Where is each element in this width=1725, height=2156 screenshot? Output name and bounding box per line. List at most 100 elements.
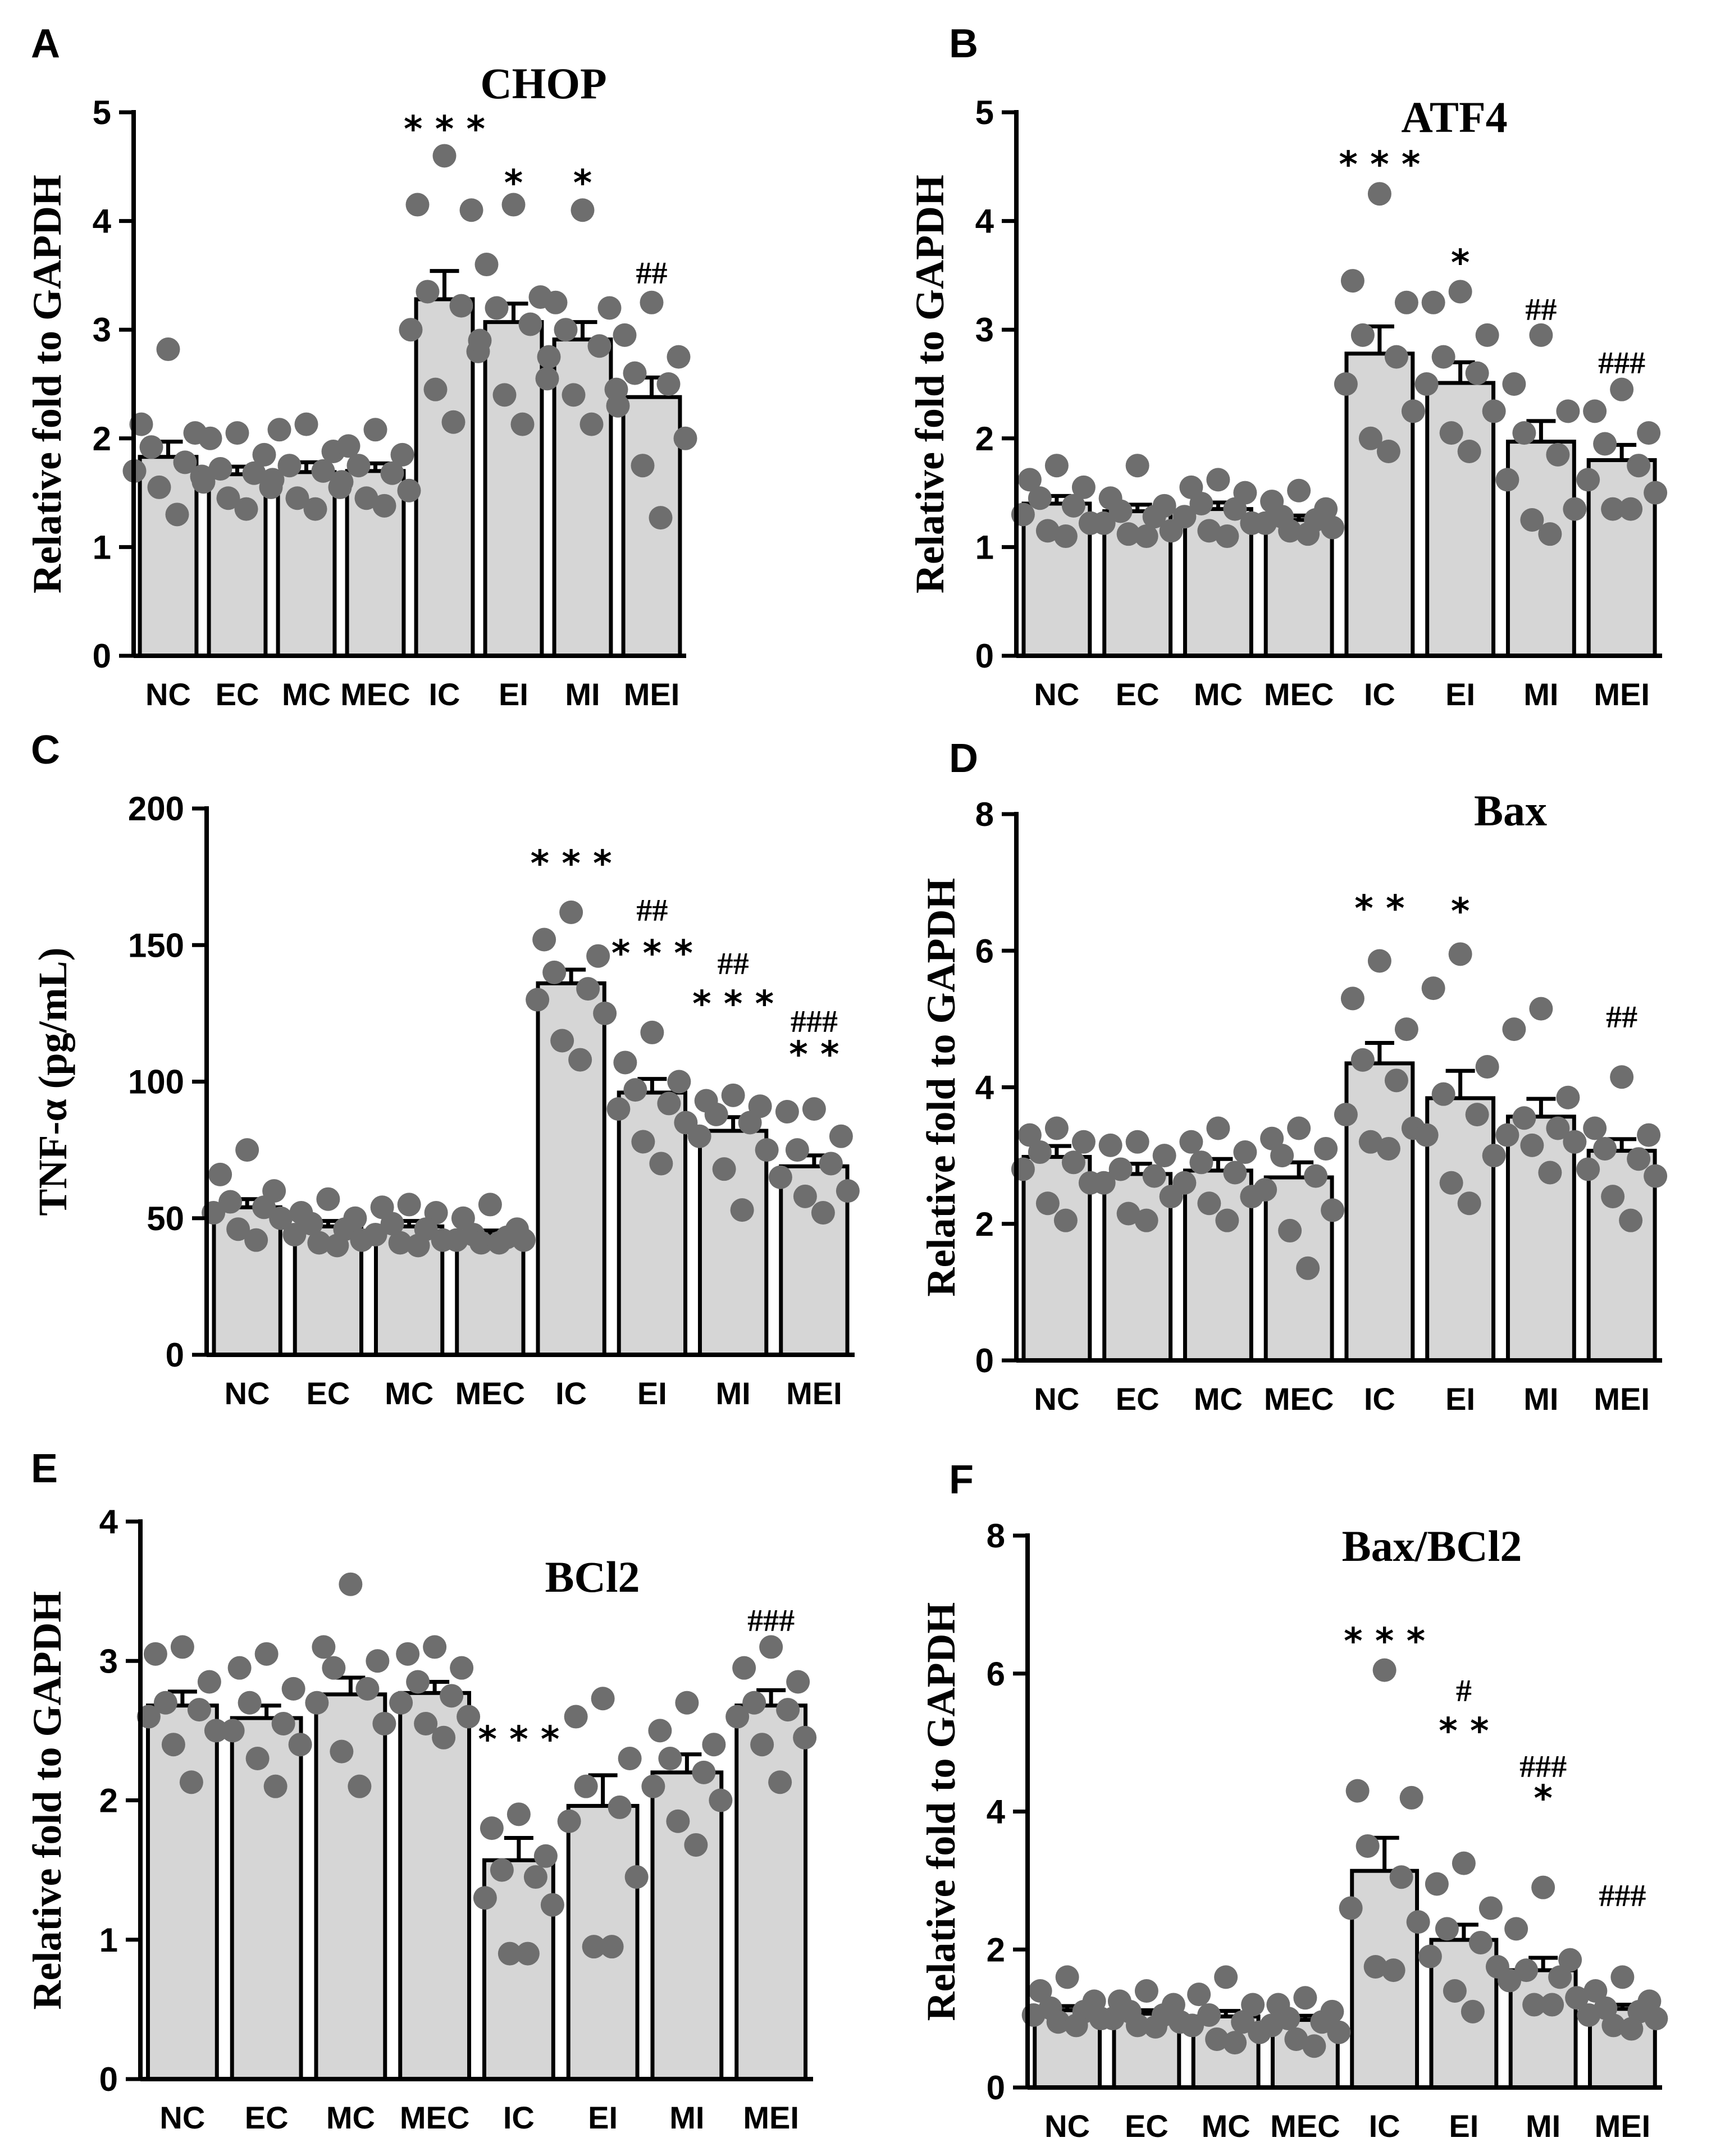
data-point	[1334, 1103, 1358, 1127]
data-point	[684, 1833, 708, 1857]
bar-mi	[1505, 440, 1576, 658]
data-point	[396, 1642, 420, 1666]
bar-ei	[617, 1090, 688, 1357]
data-point	[742, 1691, 766, 1715]
data-point	[1098, 1133, 1122, 1157]
data-point	[1565, 1986, 1589, 2010]
data-point	[1627, 454, 1651, 478]
data-point	[1435, 1917, 1459, 1941]
x-tick-label: MEC	[455, 1376, 525, 1411]
x-tick-label: MC	[385, 1376, 433, 1411]
panel-d: D Bax Relative fold to GAPDH 0 2 4 6 8 NC EC MC MEC…	[919, 736, 1668, 1417]
data-point	[1520, 508, 1544, 532]
data-point	[432, 1725, 456, 1750]
data-point	[1546, 442, 1570, 467]
data-point	[648, 1719, 672, 1743]
data-point	[1296, 1256, 1320, 1280]
data-point	[441, 410, 466, 434]
x-tick-label: EI	[1445, 1381, 1475, 1417]
y-tick-label: 8	[975, 796, 994, 833]
panel-letter: C	[31, 728, 60, 773]
data-point	[267, 418, 291, 442]
significance-stars: * * *	[1344, 1621, 1425, 1662]
x-tick-label: MEI	[1595, 2108, 1651, 2144]
data-point	[423, 377, 448, 401]
x-tick-label: EC	[1116, 1381, 1160, 1417]
data-point	[1577, 2003, 1601, 2027]
data-point	[1180, 2013, 1204, 2038]
data-point	[1644, 1164, 1668, 1188]
data-point	[227, 1656, 252, 1680]
data-point	[576, 977, 600, 1001]
chart-title: BCl2	[545, 1552, 640, 1601]
data-point	[355, 1677, 380, 1701]
data-point	[1253, 1177, 1277, 1202]
data-point	[1053, 1208, 1078, 1232]
data-point	[721, 1083, 745, 1107]
y-tick-label: 0	[987, 2069, 1005, 2107]
data-point	[1394, 290, 1418, 314]
data-point	[1394, 1017, 1418, 1042]
significance-hashes: ##	[636, 256, 668, 291]
significance-stars: * * *	[611, 933, 693, 975]
data-point	[1321, 515, 1345, 540]
data-point	[252, 442, 276, 467]
data-point	[768, 1770, 792, 1794]
significance-hashes: ###	[791, 1004, 838, 1039]
data-point	[490, 1858, 514, 1882]
data-point	[444, 1228, 468, 1252]
data-point	[1064, 2013, 1088, 2038]
panel-letter: E	[31, 1446, 58, 1491]
data-point	[518, 312, 542, 336]
data-point	[1644, 2007, 1668, 2031]
data-point	[1482, 399, 1506, 423]
data-point	[269, 1206, 293, 1230]
x-tick-label: NC	[225, 1376, 270, 1411]
y-tick-label: 2	[99, 1782, 118, 1820]
data-point	[234, 497, 258, 521]
data-point	[1287, 478, 1311, 503]
data-point	[1452, 1851, 1476, 1875]
data-point	[1443, 1979, 1467, 2003]
data-point	[1310, 2010, 1334, 2034]
data-point	[1367, 949, 1391, 973]
data-point	[339, 1572, 363, 1596]
data-point	[624, 1865, 649, 1889]
data-point	[687, 1124, 711, 1148]
data-point	[656, 372, 681, 396]
data-point	[1520, 1133, 1544, 1157]
data-point	[1576, 1157, 1600, 1181]
data-point	[793, 1184, 817, 1208]
x-tick-label: EC	[216, 677, 259, 712]
significance-stars: * *	[789, 1034, 839, 1076]
data-point	[226, 1217, 250, 1241]
data-point	[623, 361, 647, 385]
data-point	[582, 1935, 606, 1959]
data-point	[533, 1844, 558, 1868]
data-point	[473, 1886, 497, 1910]
data-point	[1044, 454, 1069, 478]
data-point	[579, 412, 604, 436]
data-point	[1376, 1136, 1400, 1161]
data-point	[1637, 1123, 1661, 1147]
x-tick-label: EI	[588, 2100, 618, 2135]
x-tick-label: MEI	[624, 677, 680, 712]
x-tick-label: MEI	[786, 1376, 842, 1411]
panel-c: C TNF-α (pg/mL) 0 50 100 150 200 NC EC MC MEC IC EI M…	[30, 728, 860, 1411]
significance-hashes: ###	[747, 1604, 795, 1638]
data-point	[1563, 497, 1587, 521]
x-tick-label: MEC	[400, 2100, 469, 2135]
data-point	[1475, 323, 1499, 347]
data-point	[1356, 1834, 1380, 1858]
data-point	[1206, 1116, 1230, 1140]
bar-mi	[1508, 1968, 1578, 2090]
data-point	[1538, 1161, 1562, 1185]
data-point	[238, 1691, 262, 1715]
y-tick-label: 0	[166, 1336, 184, 1374]
data-point	[1116, 522, 1140, 546]
data-point	[802, 1097, 826, 1121]
data-point	[457, 1705, 481, 1729]
y-tick-label: 1	[99, 1921, 118, 1959]
data-point	[336, 434, 360, 458]
data-point	[600, 1935, 624, 1959]
